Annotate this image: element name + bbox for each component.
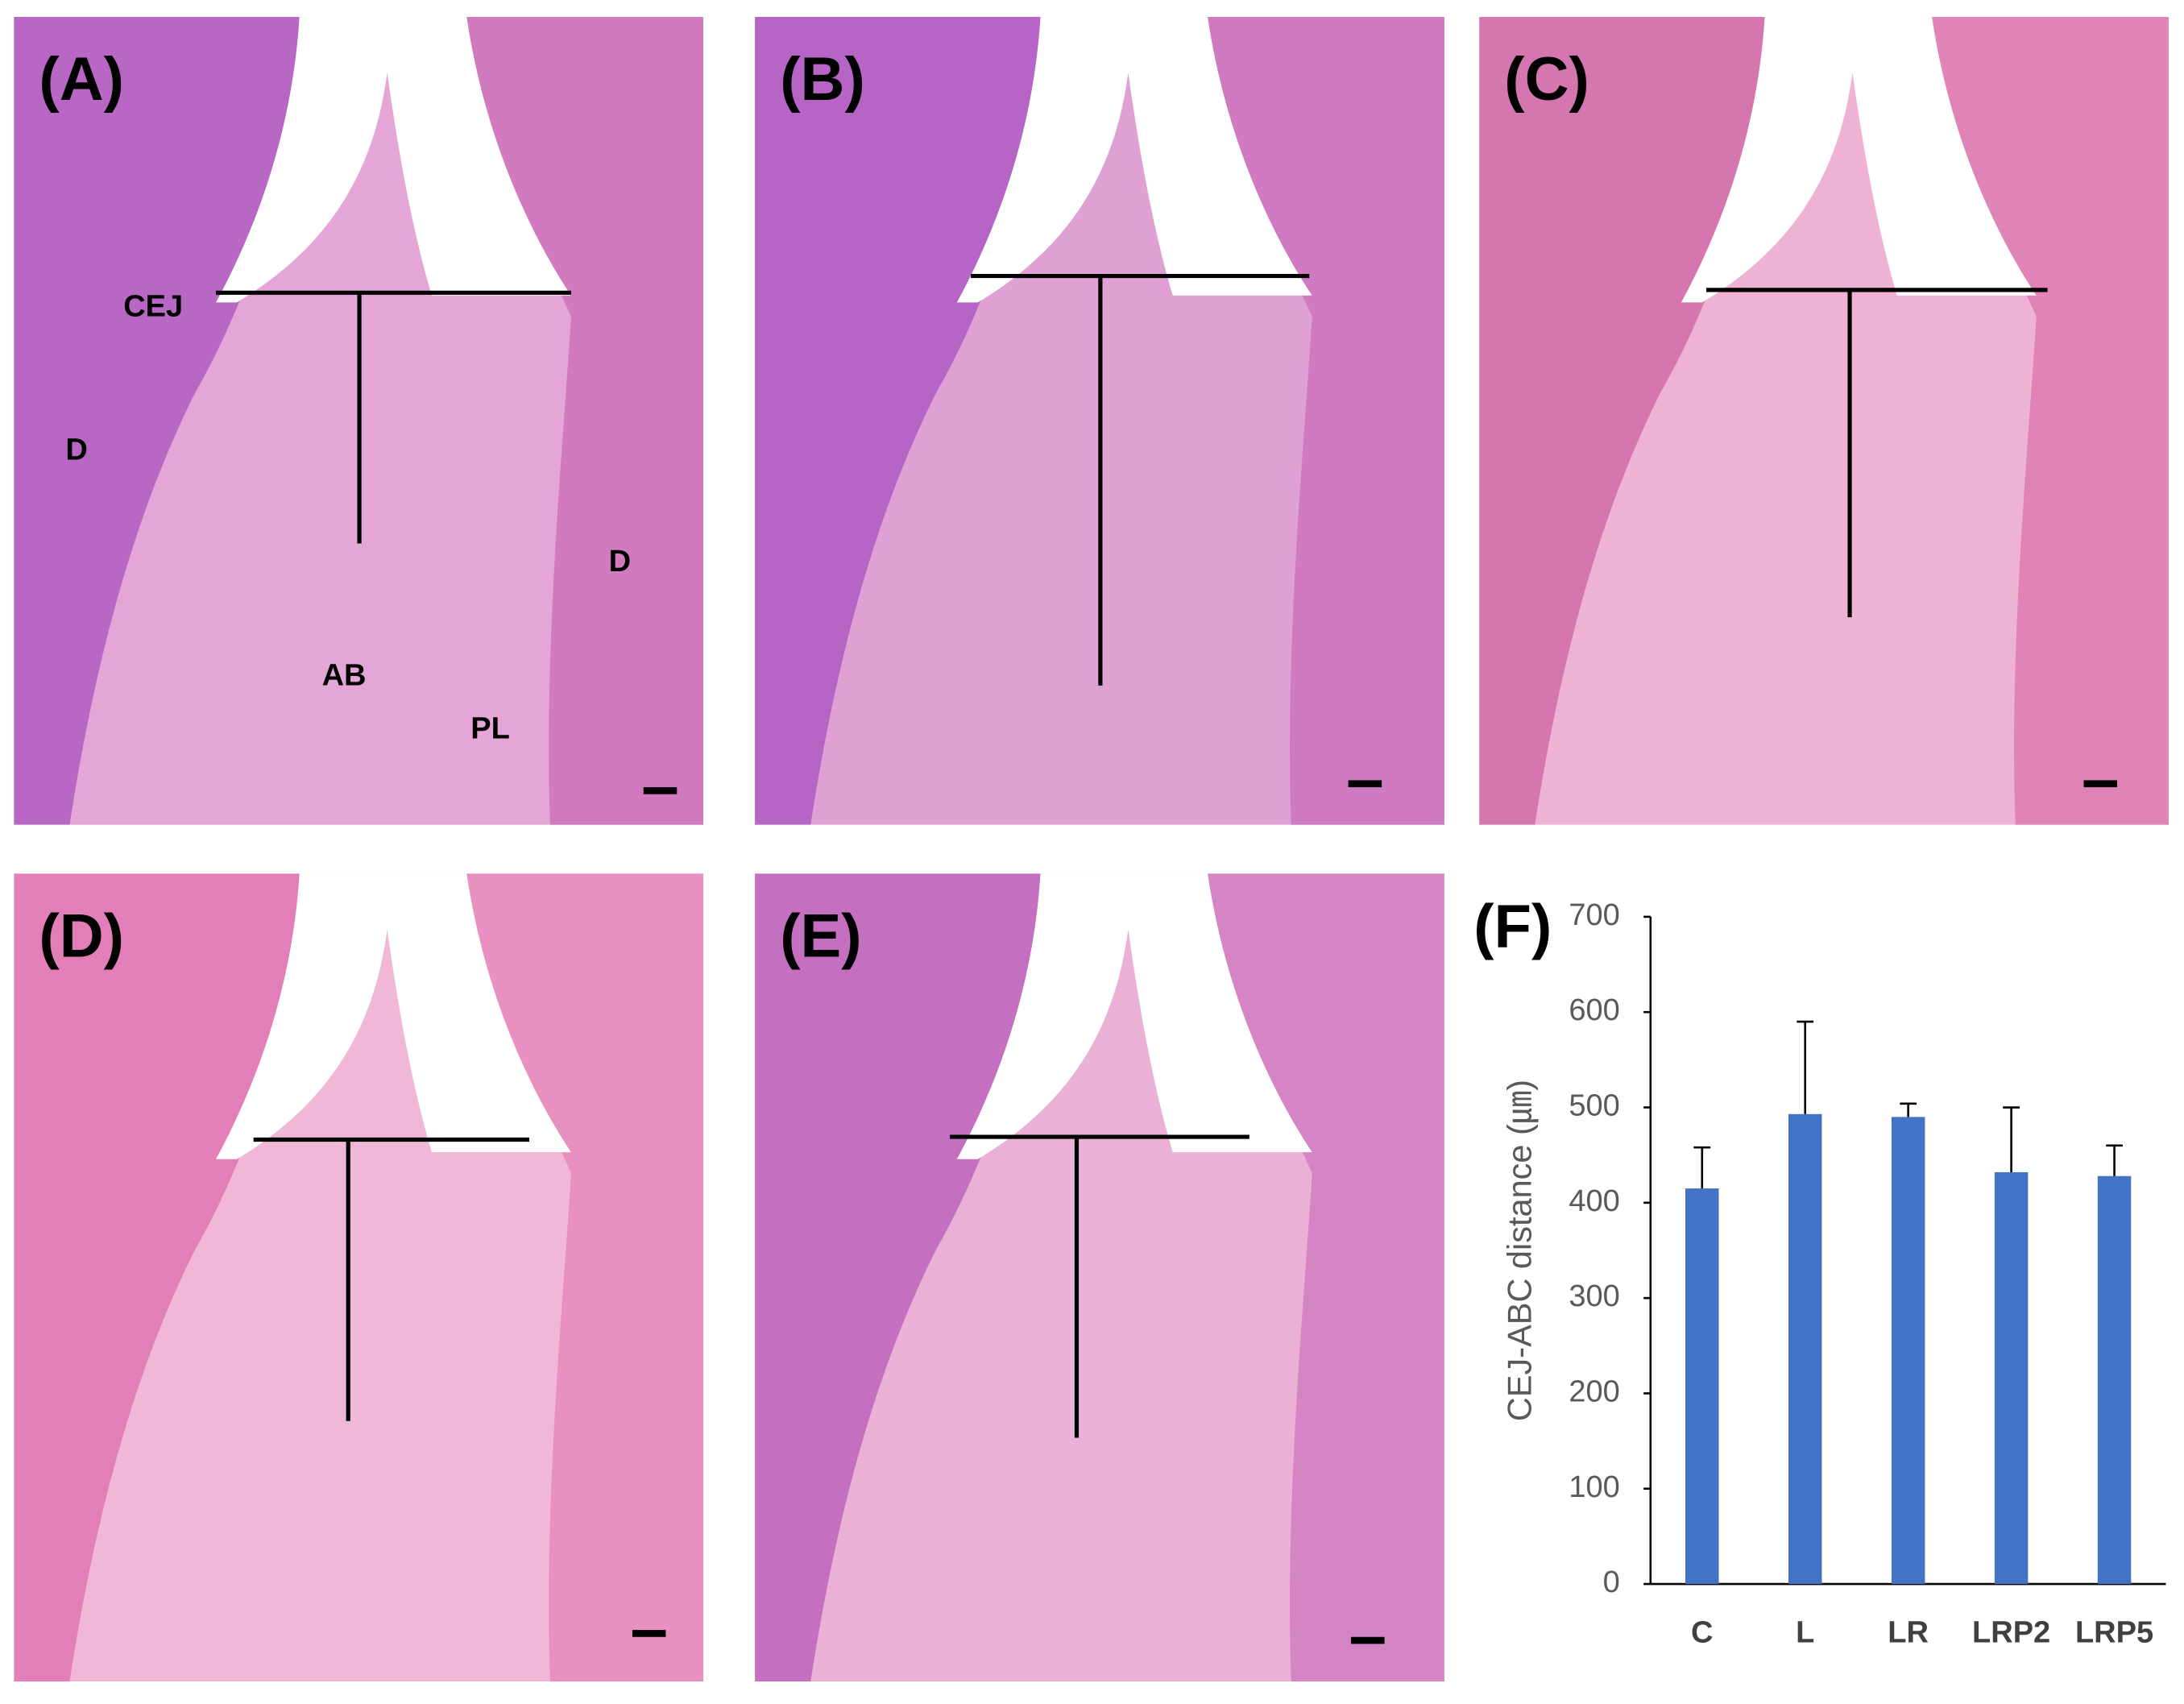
- interdental-gap: [215, 16, 571, 303]
- x-tick-label: LR: [1888, 1615, 1929, 1649]
- interdental-gap: [215, 873, 571, 1159]
- scale-bar: [1348, 780, 1382, 788]
- x-tick-label: L: [1796, 1615, 1814, 1649]
- bar: [1891, 1117, 1925, 1585]
- panel-label: (D): [39, 902, 124, 970]
- y-tick-label: 300: [1569, 1279, 1619, 1313]
- y-tick-label: 700: [1569, 898, 1619, 932]
- tooth-left: [1479, 16, 1765, 825]
- x-tick-label: LRP2: [1972, 1615, 2050, 1649]
- scale-bar: [643, 787, 678, 794]
- panel-label: (F): [1473, 892, 1552, 960]
- y-tick-label: 100: [1569, 1470, 1619, 1504]
- annotation: D: [65, 433, 87, 466]
- panel-label: (E): [780, 902, 861, 970]
- tooth-right: [466, 873, 704, 1682]
- tooth-left: [14, 16, 300, 825]
- y-tick-label: 0: [1603, 1565, 1620, 1599]
- x-tick-label: C: [1691, 1615, 1713, 1649]
- panel-label: (C): [1504, 45, 1589, 114]
- histology-panel: [14, 16, 704, 825]
- annotation: PL: [470, 711, 510, 745]
- tooth-right: [466, 16, 704, 825]
- y-tick-label: 200: [1569, 1374, 1619, 1408]
- x-tick-label: LRP5: [2075, 1615, 2153, 1649]
- annotation: D: [609, 545, 631, 578]
- tooth-left: [755, 16, 1041, 825]
- histology-panel: [755, 16, 1444, 825]
- interdental-gap: [956, 16, 1312, 303]
- histology-panel: [14, 873, 704, 1682]
- tooth-right: [1208, 16, 1444, 825]
- panel-label: (A): [39, 45, 124, 114]
- tooth-right: [1208, 873, 1444, 1682]
- scale-bar: [632, 1630, 666, 1637]
- y-tick-label: 500: [1569, 1089, 1619, 1123]
- annotation: AB: [322, 659, 367, 693]
- histology-panel: [755, 873, 1444, 1682]
- y-tick-label: 400: [1569, 1184, 1619, 1218]
- bar: [1994, 1171, 2029, 1585]
- panel-label: (B): [780, 45, 865, 114]
- scale-bar: [2083, 780, 2118, 788]
- interdental-gap: [956, 873, 1312, 1159]
- scale-bar: [1351, 1636, 1385, 1644]
- annotation: CEJ: [123, 289, 183, 323]
- y-axis-label: CEJ-ABC distance (㎛): [1501, 1080, 1540, 1421]
- tooth-left: [755, 873, 1041, 1682]
- histology-panel: [1479, 16, 2169, 825]
- tooth-right: [1932, 16, 2169, 825]
- y-tick-label: 600: [1569, 993, 1619, 1027]
- bar: [1788, 1113, 1822, 1585]
- bar: [2097, 1175, 2132, 1585]
- bar: [1685, 1188, 1719, 1585]
- tooth-left: [14, 873, 300, 1682]
- interdental-gap: [1680, 16, 2037, 303]
